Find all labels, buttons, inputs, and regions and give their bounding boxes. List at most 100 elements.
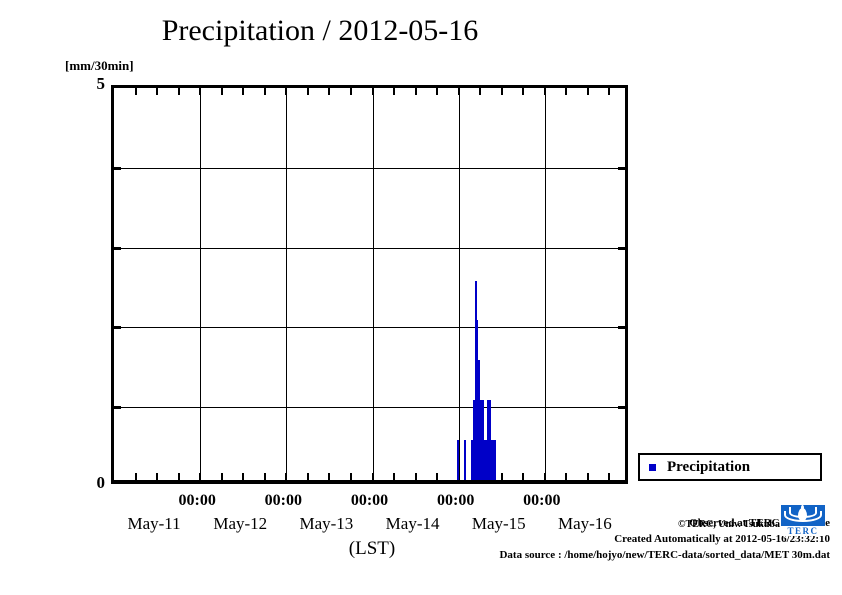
vertical-gridline <box>544 88 546 480</box>
y-axis-tick <box>114 166 121 170</box>
horizontal-gridline <box>114 167 625 169</box>
bar <box>471 440 474 480</box>
x-axis-tick <box>436 88 439 95</box>
logo-wave-outer <box>784 511 822 522</box>
x-axis-tick <box>156 88 159 95</box>
bar <box>489 400 491 480</box>
x-axis-tick <box>436 473 439 480</box>
bar <box>490 440 493 480</box>
x-axis-time-label: 00:00 <box>436 492 475 509</box>
terc-logo: TERC <box>781 505 825 536</box>
x-axis-tick <box>242 473 245 480</box>
x-axis-tick <box>543 88 546 95</box>
x-axis-tick <box>349 88 352 95</box>
x-axis-tick <box>220 88 223 95</box>
logo-wordmark: TERC <box>781 526 825 536</box>
y-axis-unit-label: [mm/30min] <box>65 58 134 73</box>
bar <box>482 400 484 480</box>
x-axis-date-label: May-11 <box>127 514 181 533</box>
x-axis-tick <box>263 473 266 480</box>
x-axis-tick <box>586 88 589 95</box>
y-axis-tick <box>114 326 121 330</box>
bar <box>485 440 488 480</box>
bar <box>492 440 495 480</box>
y-axis-label-5: 5 <box>96 74 106 93</box>
x-axis-tick <box>500 88 503 95</box>
vertical-gridline <box>372 88 374 480</box>
y-axis-tick <box>618 246 625 250</box>
bar <box>480 400 482 480</box>
legend-label-precipitation: Precipitation <box>667 458 751 475</box>
horizontal-gridline <box>114 247 625 249</box>
x-axis-tick <box>306 473 309 480</box>
x-axis-tick <box>134 473 137 480</box>
x-axis-tick <box>328 88 331 95</box>
legend-swatch-precipitation <box>649 463 656 471</box>
x-axis-tick <box>242 88 245 95</box>
bar <box>483 440 486 480</box>
y-axis-label-0: 0 <box>96 473 106 492</box>
x-axis-tick <box>199 88 202 95</box>
y-axis-tick <box>618 166 625 170</box>
grid-layer <box>114 88 625 480</box>
page-title: Precipitation / 2012-05-16 <box>161 14 479 47</box>
x-axis-title: (LST) <box>348 538 396 559</box>
x-axis-tick <box>414 473 417 480</box>
x-axis-tick <box>285 88 288 95</box>
x-axis-time-label: 00:00 <box>178 492 216 509</box>
x-axis-tick <box>199 473 202 480</box>
x-axis-tick <box>608 473 611 480</box>
y-axis-tick <box>114 246 121 250</box>
x-axis-date-label: May-13 <box>299 514 354 533</box>
x-axis-tick <box>586 473 589 480</box>
x-axis-time-label: 00:00 <box>523 492 561 509</box>
bar <box>476 320 479 480</box>
x-axis-tick <box>393 473 396 480</box>
x-axis-tick <box>479 88 482 95</box>
x-axis-date-label: May-14 <box>385 514 440 533</box>
plot-area <box>111 85 628 484</box>
x-axis-tick <box>565 473 568 480</box>
x-axis-tick <box>522 473 525 480</box>
x-axis-tick <box>177 88 180 95</box>
x-axis-tick <box>457 473 460 480</box>
credits-data-source: Data source : /home/hojyo/new/TERC-data/… <box>499 549 830 561</box>
y-axis-tick <box>618 326 625 330</box>
bar <box>487 400 490 480</box>
credits-created: Created Automatically at 2012-05-16/23:3… <box>614 533 830 545</box>
x-axis-date-label: May-12 <box>213 514 268 533</box>
x-axis-tick <box>328 473 331 480</box>
x-axis-date-label: May-16 <box>557 514 612 533</box>
bar <box>456 440 459 480</box>
horizontal-gridline <box>114 327 625 329</box>
horizontal-gridline <box>114 407 625 409</box>
x-axis-tick <box>522 88 525 95</box>
x-axis-tick <box>263 88 266 95</box>
x-axis-tick <box>349 473 352 480</box>
bar <box>473 400 475 480</box>
vertical-gridline <box>286 88 288 480</box>
y-axis-tick <box>114 406 121 410</box>
x-axis-tick <box>371 88 374 95</box>
copyright-text: ©TERC, Univ. Tsukuba <box>678 519 780 530</box>
x-axis-tick <box>177 473 180 480</box>
x-axis-time-label: 00:00 <box>264 492 302 509</box>
bar <box>474 280 477 480</box>
x-axis-tick <box>414 88 417 95</box>
x-axis-tick <box>565 88 568 95</box>
vertical-gridline <box>200 88 202 480</box>
bar <box>464 440 466 480</box>
x-axis-tick <box>500 473 503 480</box>
credits-block: Observed at TERC Tower site Created Auto… <box>410 515 830 563</box>
x-axis-tick <box>220 473 223 480</box>
chart-legend: Precipitation <box>638 453 822 481</box>
vertical-gridline <box>458 88 460 480</box>
x-axis-date-label: May-15 <box>471 514 526 533</box>
x-axis-tick <box>543 473 546 480</box>
x-axis-time-label: 00:00 <box>350 492 389 509</box>
bar <box>478 360 481 480</box>
x-axis-tick <box>608 88 611 95</box>
x-axis-tick <box>134 88 137 95</box>
x-axis-tick <box>371 473 374 480</box>
